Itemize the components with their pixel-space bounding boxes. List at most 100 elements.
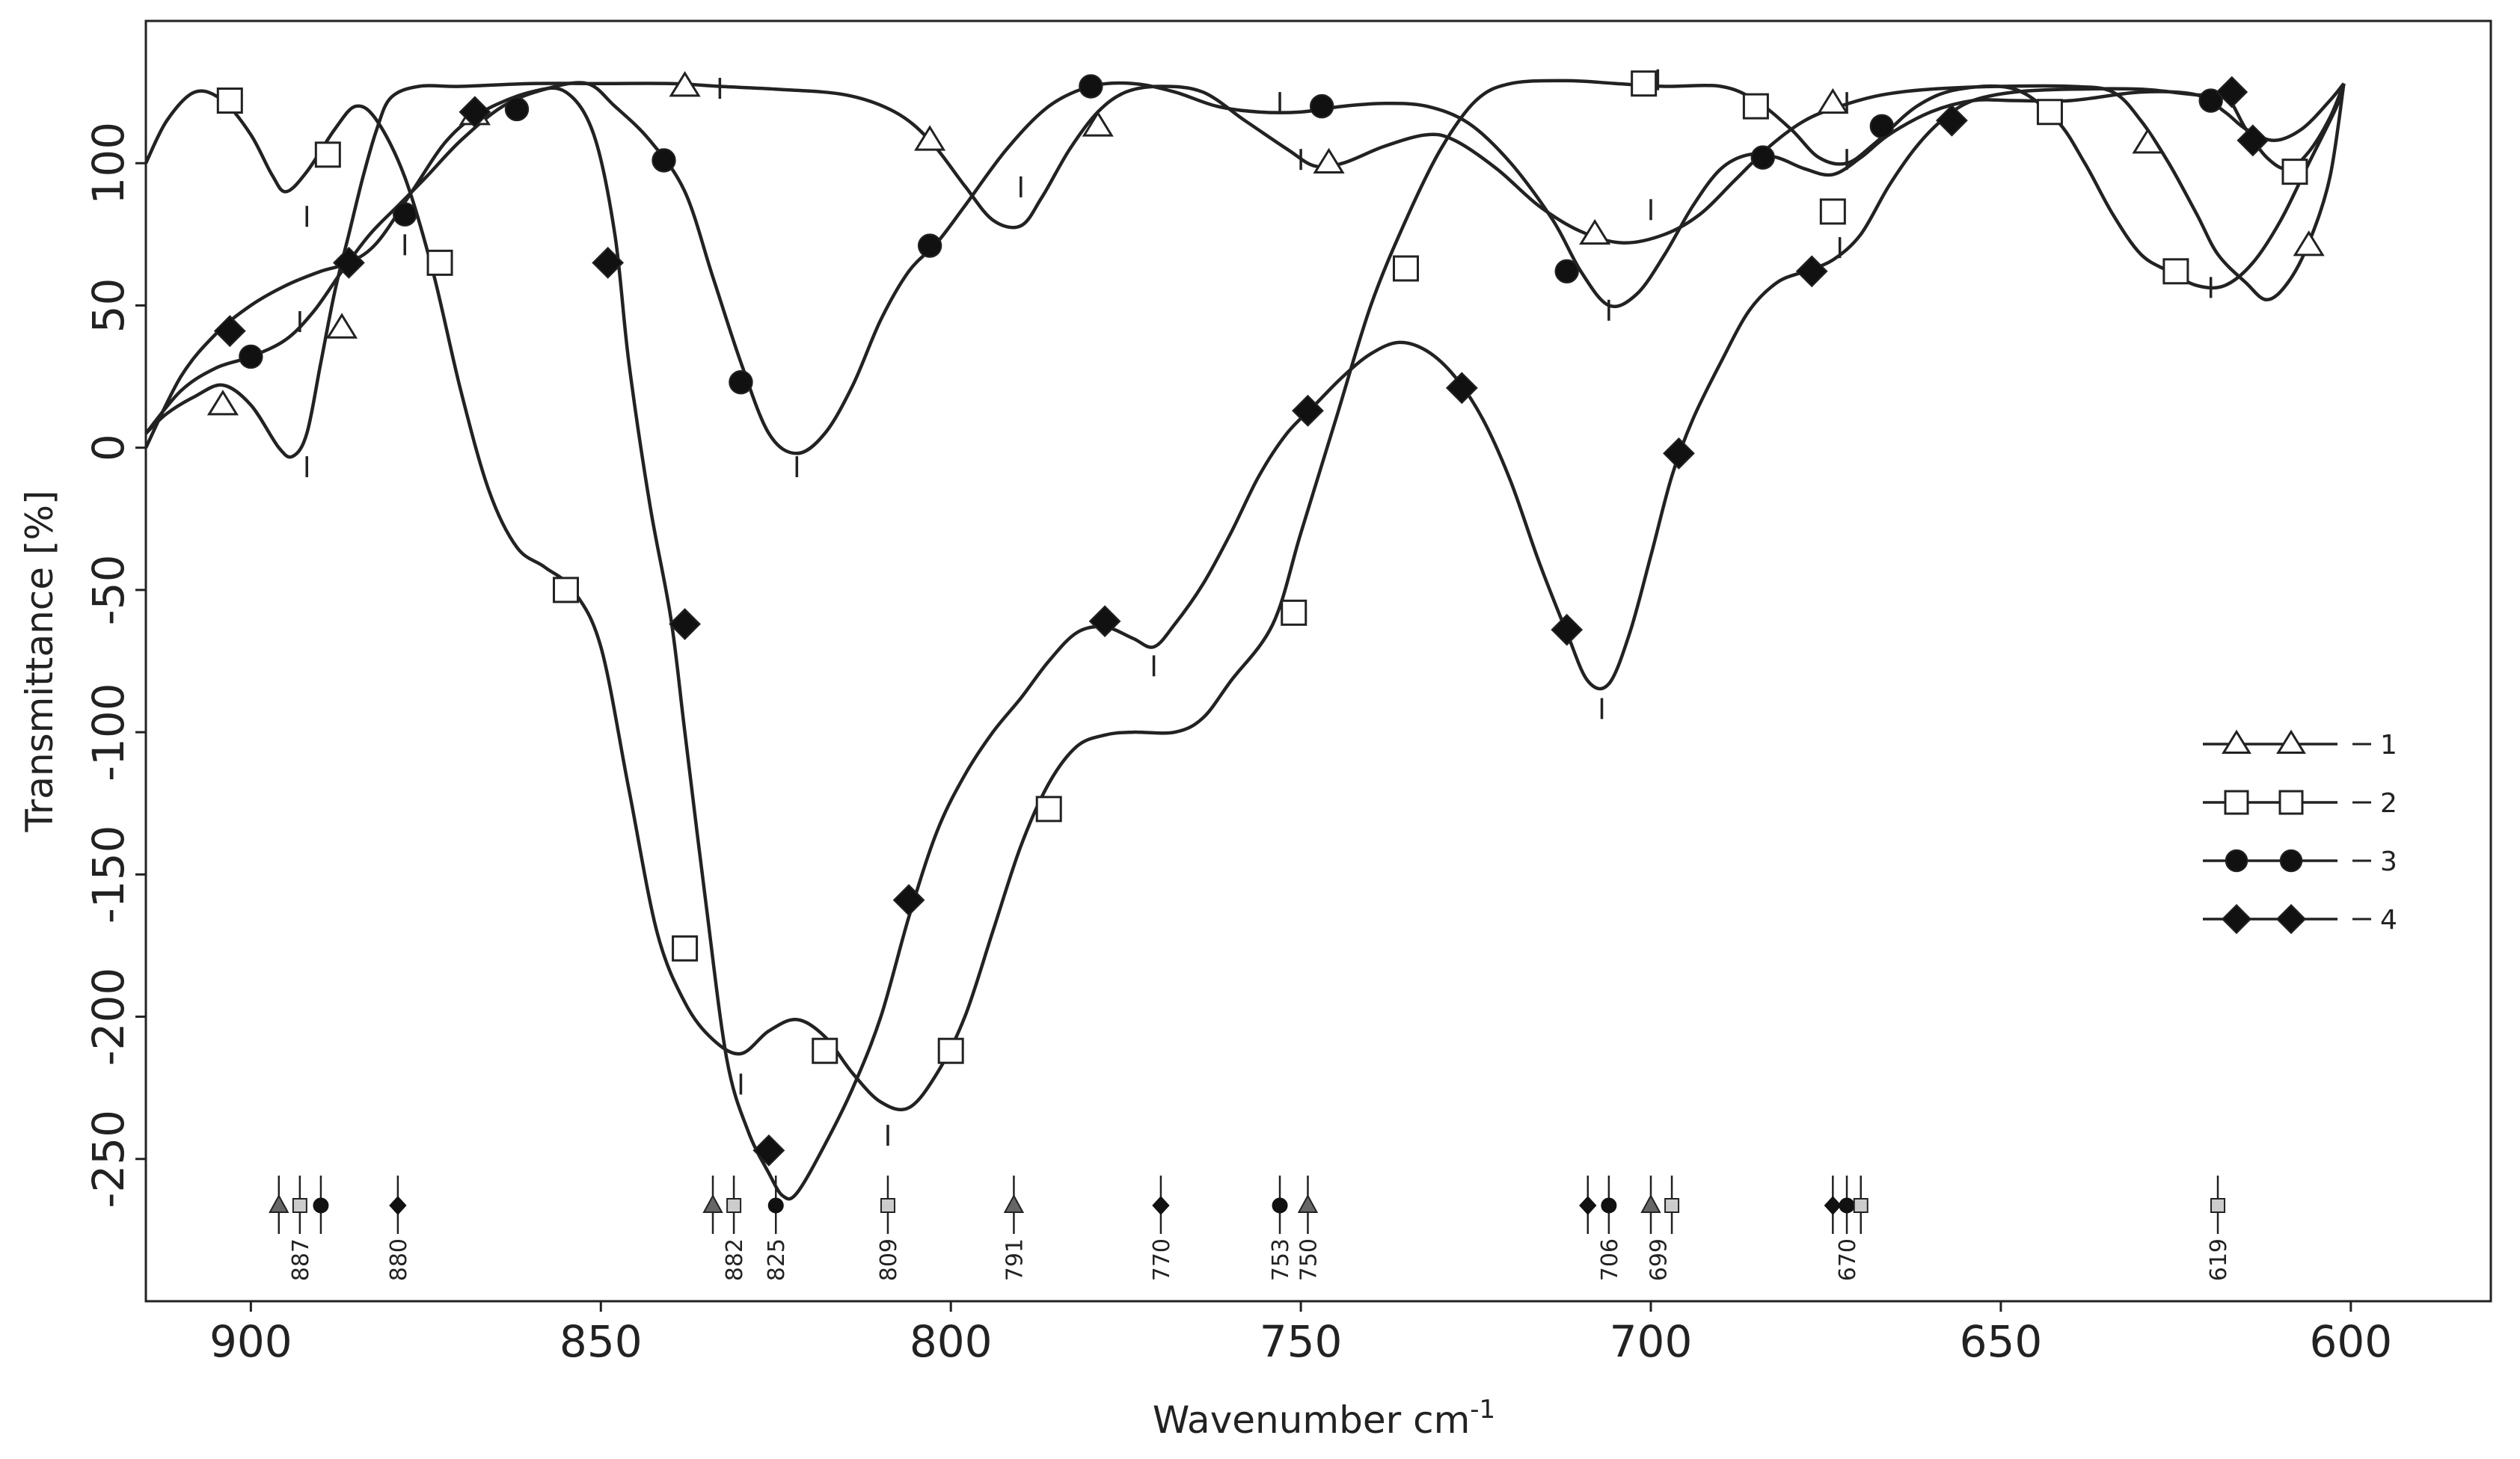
band-marker-circle bbox=[767, 1197, 784, 1214]
series-marker-4 bbox=[1292, 394, 1324, 427]
legend: 1 2 3 4 bbox=[2203, 729, 2397, 936]
series-marker-3 bbox=[393, 202, 417, 227]
legend-marker-2 bbox=[2278, 790, 2304, 815]
band-marker-square bbox=[1664, 1198, 1680, 1213]
band-marker-diamond bbox=[389, 1196, 407, 1215]
band-marker-diamond bbox=[1579, 1196, 1597, 1215]
series-marker-3 bbox=[504, 96, 530, 122]
legend-label-4: 4 bbox=[2380, 905, 2397, 936]
band-marker-square bbox=[726, 1198, 742, 1213]
y-tick-label: 50 bbox=[83, 278, 134, 334]
series-marker-3 bbox=[1309, 93, 1334, 119]
series-marker-2 bbox=[2281, 159, 2308, 185]
band-marker-triangle bbox=[1640, 1194, 1661, 1213]
series-markers bbox=[206, 70, 2325, 1167]
series-marker-4 bbox=[1088, 605, 1121, 638]
band-label: 887 bbox=[288, 1238, 314, 1281]
series-marker-3 bbox=[239, 344, 263, 369]
legend-marker-2 bbox=[2224, 790, 2249, 815]
series-marker-2 bbox=[426, 249, 453, 276]
series-marker-2 bbox=[216, 87, 243, 114]
series-line-2 bbox=[144, 79, 2346, 1112]
x-tick-label: 600 bbox=[2309, 1316, 2392, 1367]
band-marker-circle bbox=[313, 1197, 329, 1214]
legend-marker-4 bbox=[2275, 903, 2307, 935]
series-marker-4 bbox=[1663, 437, 1695, 470]
band-marker-triangle bbox=[269, 1194, 289, 1213]
y-tick-label: 0 bbox=[83, 434, 134, 461]
band-marker-square bbox=[292, 1198, 307, 1213]
plot-frame bbox=[144, 19, 2492, 1303]
band-label: 753 bbox=[1268, 1238, 1294, 1281]
series-marker-1 bbox=[206, 390, 239, 416]
series-marker-2 bbox=[314, 141, 341, 168]
series-marker-4 bbox=[592, 246, 625, 279]
band-marker-circle bbox=[1839, 1197, 1855, 1214]
x-axis-title-main: Wavenumber cm bbox=[1153, 1398, 1470, 1442]
series-marker-2 bbox=[1281, 599, 1307, 626]
series-marker-4 bbox=[1445, 372, 1478, 405]
y-tick-label: -100 bbox=[83, 683, 134, 781]
series-marker-2 bbox=[552, 577, 579, 603]
x-tick-label: 800 bbox=[910, 1316, 993, 1367]
series-marker-3 bbox=[917, 233, 942, 258]
x-axis-title-sup: -1 bbox=[1470, 1395, 1495, 1425]
y-axis-title: Transmittance [%] bbox=[18, 491, 61, 833]
series-marker-1 bbox=[2293, 230, 2325, 257]
series-marker-1 bbox=[1579, 218, 1611, 245]
band-label: 770 bbox=[1149, 1238, 1175, 1281]
series-curves bbox=[144, 79, 2346, 1201]
band-marker-square bbox=[2210, 1198, 2226, 1213]
x-tick-label: 750 bbox=[1260, 1316, 1343, 1367]
band-label: 882 bbox=[722, 1238, 748, 1281]
legend-label-3: 3 bbox=[2380, 847, 2397, 877]
series-marker-2 bbox=[937, 1037, 964, 1064]
series-marker-4 bbox=[1936, 104, 1968, 137]
x-tick-label: 900 bbox=[209, 1316, 292, 1367]
legend-marker-3 bbox=[2279, 849, 2303, 873]
series-marker-2 bbox=[1035, 796, 1062, 823]
x-tick-label: 850 bbox=[560, 1316, 643, 1367]
series-marker-2 bbox=[2036, 99, 2063, 126]
series-marker-3 bbox=[729, 369, 753, 395]
series-marker-2 bbox=[812, 1037, 839, 1064]
series-marker-4 bbox=[669, 608, 701, 640]
band-marker-circle bbox=[1272, 1197, 1288, 1214]
series-marker-3 bbox=[1079, 74, 1103, 99]
series-marker-4 bbox=[892, 884, 925, 916]
band-marker-triangle bbox=[702, 1194, 723, 1213]
legend-marker-3 bbox=[2225, 849, 2248, 873]
series-marker-4 bbox=[1795, 255, 1828, 288]
band-markers: 887 880 882 825 809 791 770 753 750 706 699 670 619 bbox=[269, 1176, 2232, 1281]
series-marker-1 bbox=[2132, 128, 2164, 154]
series-marker-2 bbox=[1819, 198, 1846, 225]
y-tick-label: -250 bbox=[83, 1110, 134, 1208]
series-marker-4 bbox=[2216, 76, 2248, 108]
series-marker-3 bbox=[1750, 145, 1775, 170]
peak-ticks bbox=[298, 69, 2213, 1146]
series-marker-1 bbox=[1082, 111, 1114, 137]
series-marker-4 bbox=[2237, 124, 2269, 157]
series-marker-1 bbox=[669, 71, 701, 97]
y-tick-label: -50 bbox=[83, 555, 134, 626]
x-axis-title: Wavenumber cm-1 bbox=[1153, 1395, 1495, 1442]
band-label: 809 bbox=[876, 1238, 902, 1281]
y-tick-label: 100 bbox=[83, 122, 134, 205]
y-tick-label: -150 bbox=[83, 826, 134, 924]
series-marker-1 bbox=[914, 125, 946, 151]
band-label: 619 bbox=[2206, 1238, 2232, 1281]
series-marker-3 bbox=[652, 148, 676, 173]
series-marker-4 bbox=[459, 96, 491, 129]
band-marker-circle bbox=[1601, 1197, 1617, 1214]
x-tick-label: 650 bbox=[1960, 1316, 2043, 1367]
band-marker-triangle bbox=[1297, 1194, 1319, 1213]
y-tick-label: -200 bbox=[83, 968, 134, 1066]
series-line-1 bbox=[144, 82, 2346, 459]
series-marker-2 bbox=[1631, 70, 1658, 97]
band-label: 825 bbox=[764, 1238, 790, 1281]
legend-marker-1 bbox=[2276, 729, 2306, 755]
legend-label-2: 2 bbox=[2380, 788, 2397, 819]
series-marker-2 bbox=[1742, 93, 1769, 120]
band-label: 880 bbox=[386, 1238, 412, 1281]
